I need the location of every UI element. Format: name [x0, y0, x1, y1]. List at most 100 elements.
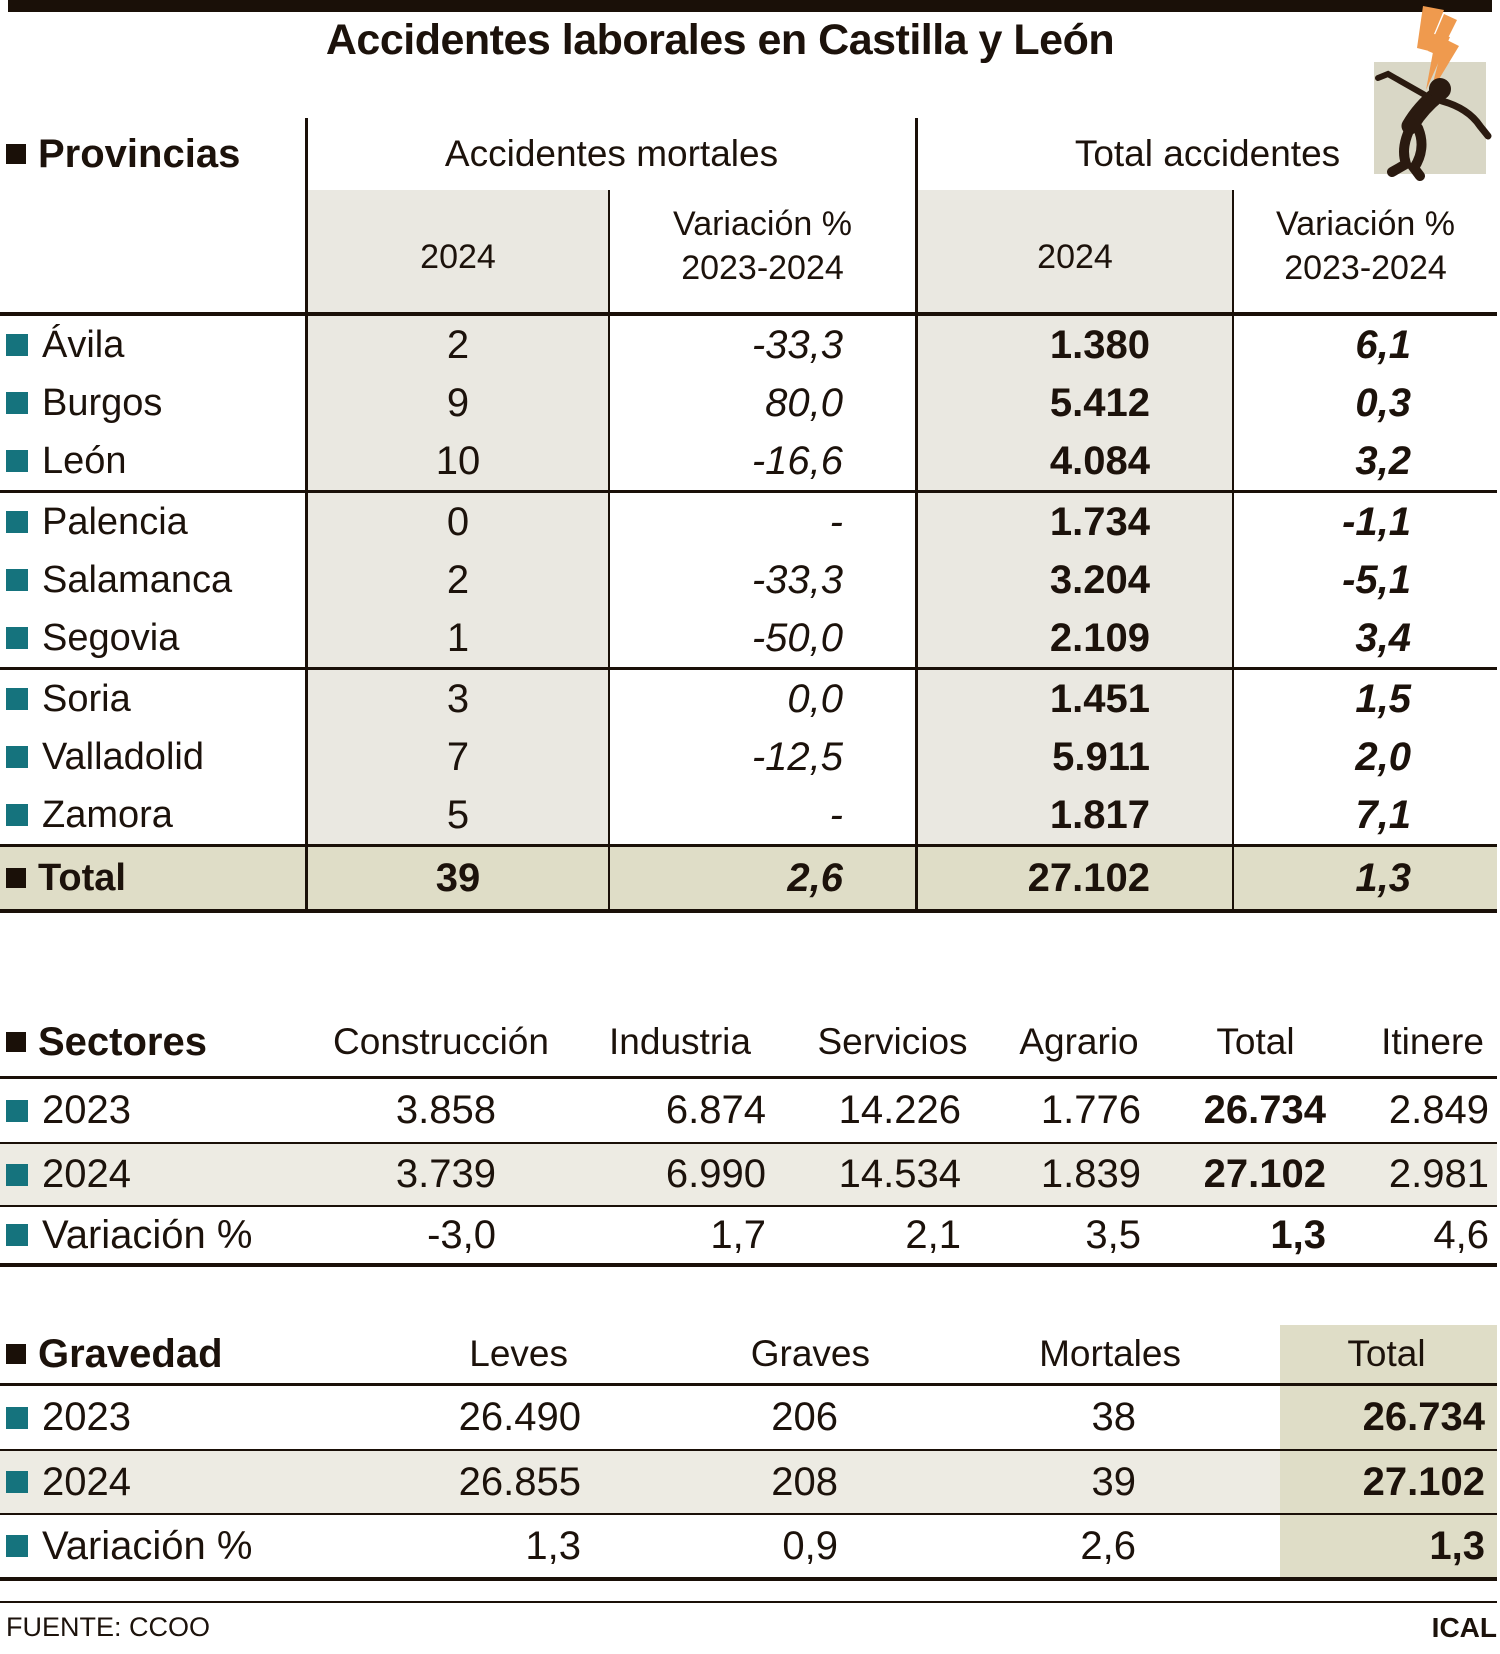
total-var-value: 3,2	[1232, 432, 1497, 490]
value-cell: 2,1	[905, 1212, 961, 1257]
value-cell: 26.855	[458, 1459, 581, 1504]
total-value-cell: 1,3	[1270, 1212, 1326, 1257]
teal-square-bullet-icon	[6, 1163, 28, 1186]
total-2024-value: 1.451	[915, 670, 1232, 728]
column-header: Itinere	[1381, 1021, 1484, 1062]
total-2024-value: 1.734	[915, 493, 1232, 551]
provincias-section-header: Provincias	[0, 118, 305, 190]
teal-square-bullet-icon	[6, 804, 28, 826]
year-label: 2024	[0, 1451, 290, 1513]
value-cell: 4,6	[1433, 1212, 1489, 1257]
mortales-var-value: 0,0	[608, 670, 915, 728]
footer: FUENTE: CCOO ICAL	[0, 1612, 1497, 1644]
column-header: Leves	[469, 1333, 568, 1374]
province-label: Valladolid	[0, 728, 305, 786]
total-2024-value: 4.084	[915, 432, 1232, 490]
black-square-bullet-icon	[6, 1344, 26, 1364]
value-cell: 14.226	[838, 1088, 961, 1132]
empty-header-cell	[0, 190, 305, 312]
value-cell: 39	[1091, 1459, 1137, 1504]
spacer-cell	[1140, 1386, 1280, 1449]
gravedad-header-row: Gravedad Leves Graves Mortales Total	[0, 1325, 1497, 1386]
province-label: León	[0, 432, 305, 490]
sectores-header-row: Sectores Construcción Industria Servicio…	[0, 1008, 1497, 1079]
total-var-value: 0,3	[1232, 374, 1497, 432]
column-header: Industria	[609, 1021, 751, 1062]
electrocution-accident-icon	[1374, 6, 1492, 181]
spacer-cell	[1140, 1451, 1280, 1513]
mortales-var-value: -	[608, 493, 915, 551]
black-square-bullet-icon	[6, 1032, 26, 1052]
total-value-cell: 27.102	[1203, 1152, 1326, 1196]
column-header: Agrario	[1019, 1021, 1139, 1062]
value-cell: 0,9	[782, 1523, 838, 1568]
value-cell: 3.858	[395, 1088, 496, 1132]
value-cell: 38	[1091, 1395, 1137, 1439]
year-label: 2024	[0, 1144, 290, 1205]
total-2024-value: 3.204	[915, 551, 1232, 609]
value-cell: 2,6	[1080, 1523, 1136, 1568]
total-2024-value: 1.817	[915, 786, 1232, 844]
source-credit: FUENTE: CCOO	[6, 1612, 211, 1642]
mortales-2024-value: 5	[305, 786, 608, 844]
table-row: Soria 3 0,0 1.451 1,5	[0, 670, 1497, 728]
value-cell: 26.490	[458, 1395, 581, 1439]
mortales-2024-value: 1	[305, 609, 608, 667]
top-rule	[8, 0, 1492, 12]
total-var-value: 1,5	[1232, 670, 1497, 728]
mortales-var-value: -33,3	[608, 316, 915, 374]
subheader-total-2024: 2024	[915, 190, 1232, 312]
group-header-total: Total accidentes	[915, 118, 1497, 190]
mortales-var-value: 80,0	[608, 374, 915, 432]
teal-square-bullet-icon	[6, 1535, 28, 1557]
page-title: Accidentes laborales en Castilla y León	[325, 16, 1115, 64]
table-row: Palencia 0 - 1.734 -1,1	[0, 493, 1497, 551]
table-row: Variación % 1,3 0,9 2,6 1,3	[0, 1515, 1497, 1581]
teal-square-bullet-icon	[6, 1471, 28, 1493]
value-cell: 2.849	[1388, 1088, 1489, 1132]
mortales-2024-value: 9	[305, 374, 608, 432]
year-label: 2023	[0, 1386, 290, 1449]
teal-square-bullet-icon	[6, 1224, 28, 1246]
total-2024-value: 5.412	[915, 374, 1232, 432]
value-cell: 2.981	[1388, 1152, 1489, 1196]
province-label: Ávila	[0, 316, 305, 374]
province-label: Salamanca	[0, 551, 305, 609]
total-value-cell: 27.102	[1280, 1451, 1497, 1513]
table-row: Zamora 5 - 1.817 7,1	[0, 786, 1497, 844]
mortales-var-value: -33,3	[608, 551, 915, 609]
total-label: Total	[0, 847, 305, 909]
table-row: Valladolid 7 -12,5 5.911 2,0	[0, 728, 1497, 786]
total-value-cell: 26.734	[1280, 1386, 1497, 1449]
teal-square-bullet-icon	[6, 334, 28, 356]
black-square-bullet-icon	[6, 868, 26, 888]
teal-square-bullet-icon	[6, 1099, 28, 1122]
subheader-mortales-2024: 2024	[305, 190, 608, 312]
total-row: Total 39 2,6 27.102 1,3	[0, 844, 1497, 913]
total-value-cell: 26.734	[1203, 1088, 1326, 1132]
value-cell: 6.990	[665, 1152, 766, 1196]
black-square-bullet-icon	[6, 144, 26, 164]
teal-square-bullet-icon	[6, 1406, 28, 1429]
total-var-value: 2,0	[1232, 728, 1497, 786]
total-value-cell: 1,3	[1280, 1515, 1497, 1577]
province-label: Soria	[0, 670, 305, 728]
mortales-2024-value: 7	[305, 728, 608, 786]
footer-rule	[0, 1601, 1497, 1603]
gravedad-section-header: Gravedad	[0, 1325, 290, 1383]
total-var-value: -1,1	[1232, 493, 1497, 551]
province-label: Segovia	[0, 609, 305, 667]
total-2024-value: 1.380	[915, 316, 1232, 374]
table-row: Salamanca 2 -33,3 3.204 -5,1	[0, 551, 1497, 609]
value-cell: 3.739	[395, 1152, 496, 1196]
column-header: Graves	[750, 1333, 870, 1374]
table-row: 2024 26.855 208 39 27.102	[0, 1451, 1497, 1515]
value-cell: 1,3	[525, 1523, 581, 1568]
table-row: León 10 -16,6 4.084 3,2	[0, 432, 1497, 493]
column-header: Mortales	[1039, 1333, 1181, 1374]
teal-square-bullet-icon	[6, 688, 28, 710]
total-var-value: 3,4	[1232, 609, 1497, 667]
teal-square-bullet-icon	[6, 627, 28, 649]
column-header: Servicios	[817, 1021, 968, 1062]
